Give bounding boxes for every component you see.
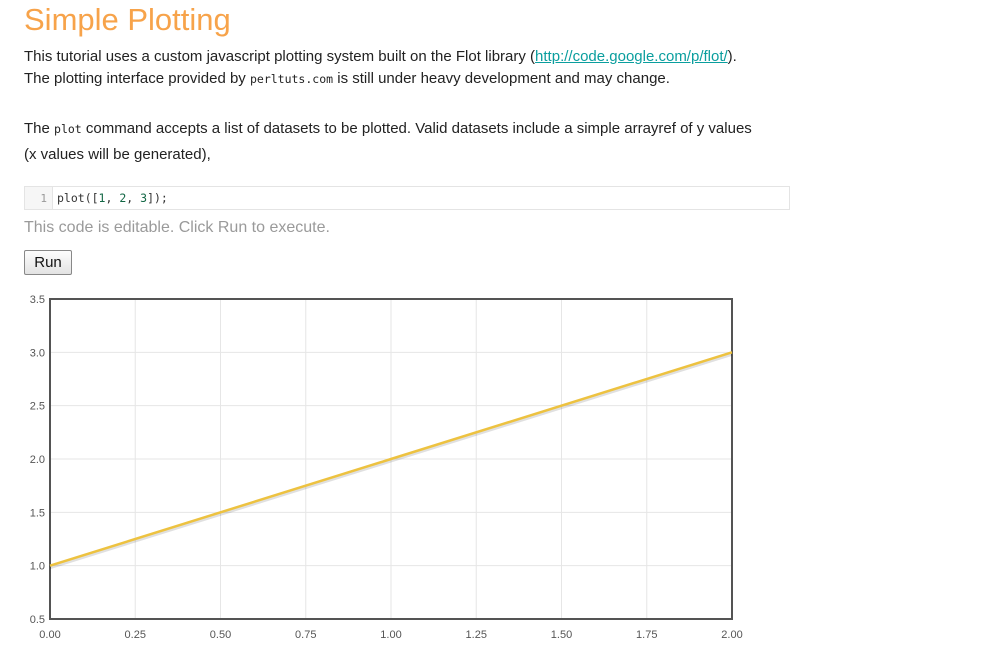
desc-text: The xyxy=(24,120,55,137)
intro-line2: The plotting interface provided by xyxy=(24,70,250,87)
x-tick-label: 0.50 xyxy=(210,629,231,641)
code-token: plot([ xyxy=(57,191,99,205)
y-tick-label: 0.5 xyxy=(30,614,45,626)
series-line xyxy=(49,351,733,567)
plot-border xyxy=(49,298,733,620)
x-tick-label: 0.75 xyxy=(295,629,316,641)
x-tick-label: 1.50 xyxy=(551,629,572,641)
intro-text: This tutorial uses a custom javascript p… xyxy=(24,48,536,65)
code-token: ]); xyxy=(147,191,168,205)
x-tick-label: 0.00 xyxy=(39,629,60,641)
code-token: , xyxy=(126,191,141,205)
y-tick-label: 3.0 xyxy=(30,347,45,359)
x-tick-label: 0.25 xyxy=(125,629,146,641)
line-number: 1 xyxy=(25,187,53,209)
desc-line2: (x values will be generated), xyxy=(24,146,211,163)
x-tick-label: 1.00 xyxy=(380,629,401,641)
code-line[interactable]: plot([1, 2, 3]); xyxy=(53,191,168,205)
x-tick-label: 2.00 xyxy=(721,629,742,641)
code-editor[interactable]: 1 plot([1, 2, 3]); xyxy=(24,186,790,210)
plot-description: The plot command accepts a list of datas… xyxy=(24,116,752,168)
code-number: 1 xyxy=(98,191,106,205)
editable-hint: This code is editable. Click Run to exec… xyxy=(24,219,330,236)
code-number: 3 xyxy=(140,191,148,205)
desc-text-rest: command accepts a list of datasets to be… xyxy=(81,120,752,137)
y-tick-label: 2.5 xyxy=(30,401,45,413)
intro-text-end: ). xyxy=(727,48,737,65)
flot-link[interactable]: http://code.google.com/p/flot/ xyxy=(535,48,728,65)
code-token: , xyxy=(105,191,120,205)
y-tick-label: 1.0 xyxy=(30,561,45,573)
y-tick-label: 1.5 xyxy=(30,507,45,519)
page-title: Simple Plotting xyxy=(24,2,231,37)
plot-code: plot xyxy=(54,122,82,136)
y-tick-label: 3.5 xyxy=(30,294,45,306)
plot-chart: 0.00 0.25 0.50 0.75 1.00 1.25 1.50 1.75 2.00 0.5 1… xyxy=(30,294,743,641)
x-tick-label: 1.25 xyxy=(466,629,487,641)
intro-line2-end: is still under heavy development and may… xyxy=(333,70,670,87)
code-number: 2 xyxy=(119,191,127,205)
site-code: perltuts.com xyxy=(249,72,334,86)
x-tick-label: 1.75 xyxy=(636,629,657,641)
intro-paragraph: This tutorial uses a custom javascript p… xyxy=(24,46,737,90)
series-shadow xyxy=(49,352,733,570)
y-tick-label: 2.0 xyxy=(30,454,45,466)
run-button[interactable]: Run xyxy=(24,250,72,275)
